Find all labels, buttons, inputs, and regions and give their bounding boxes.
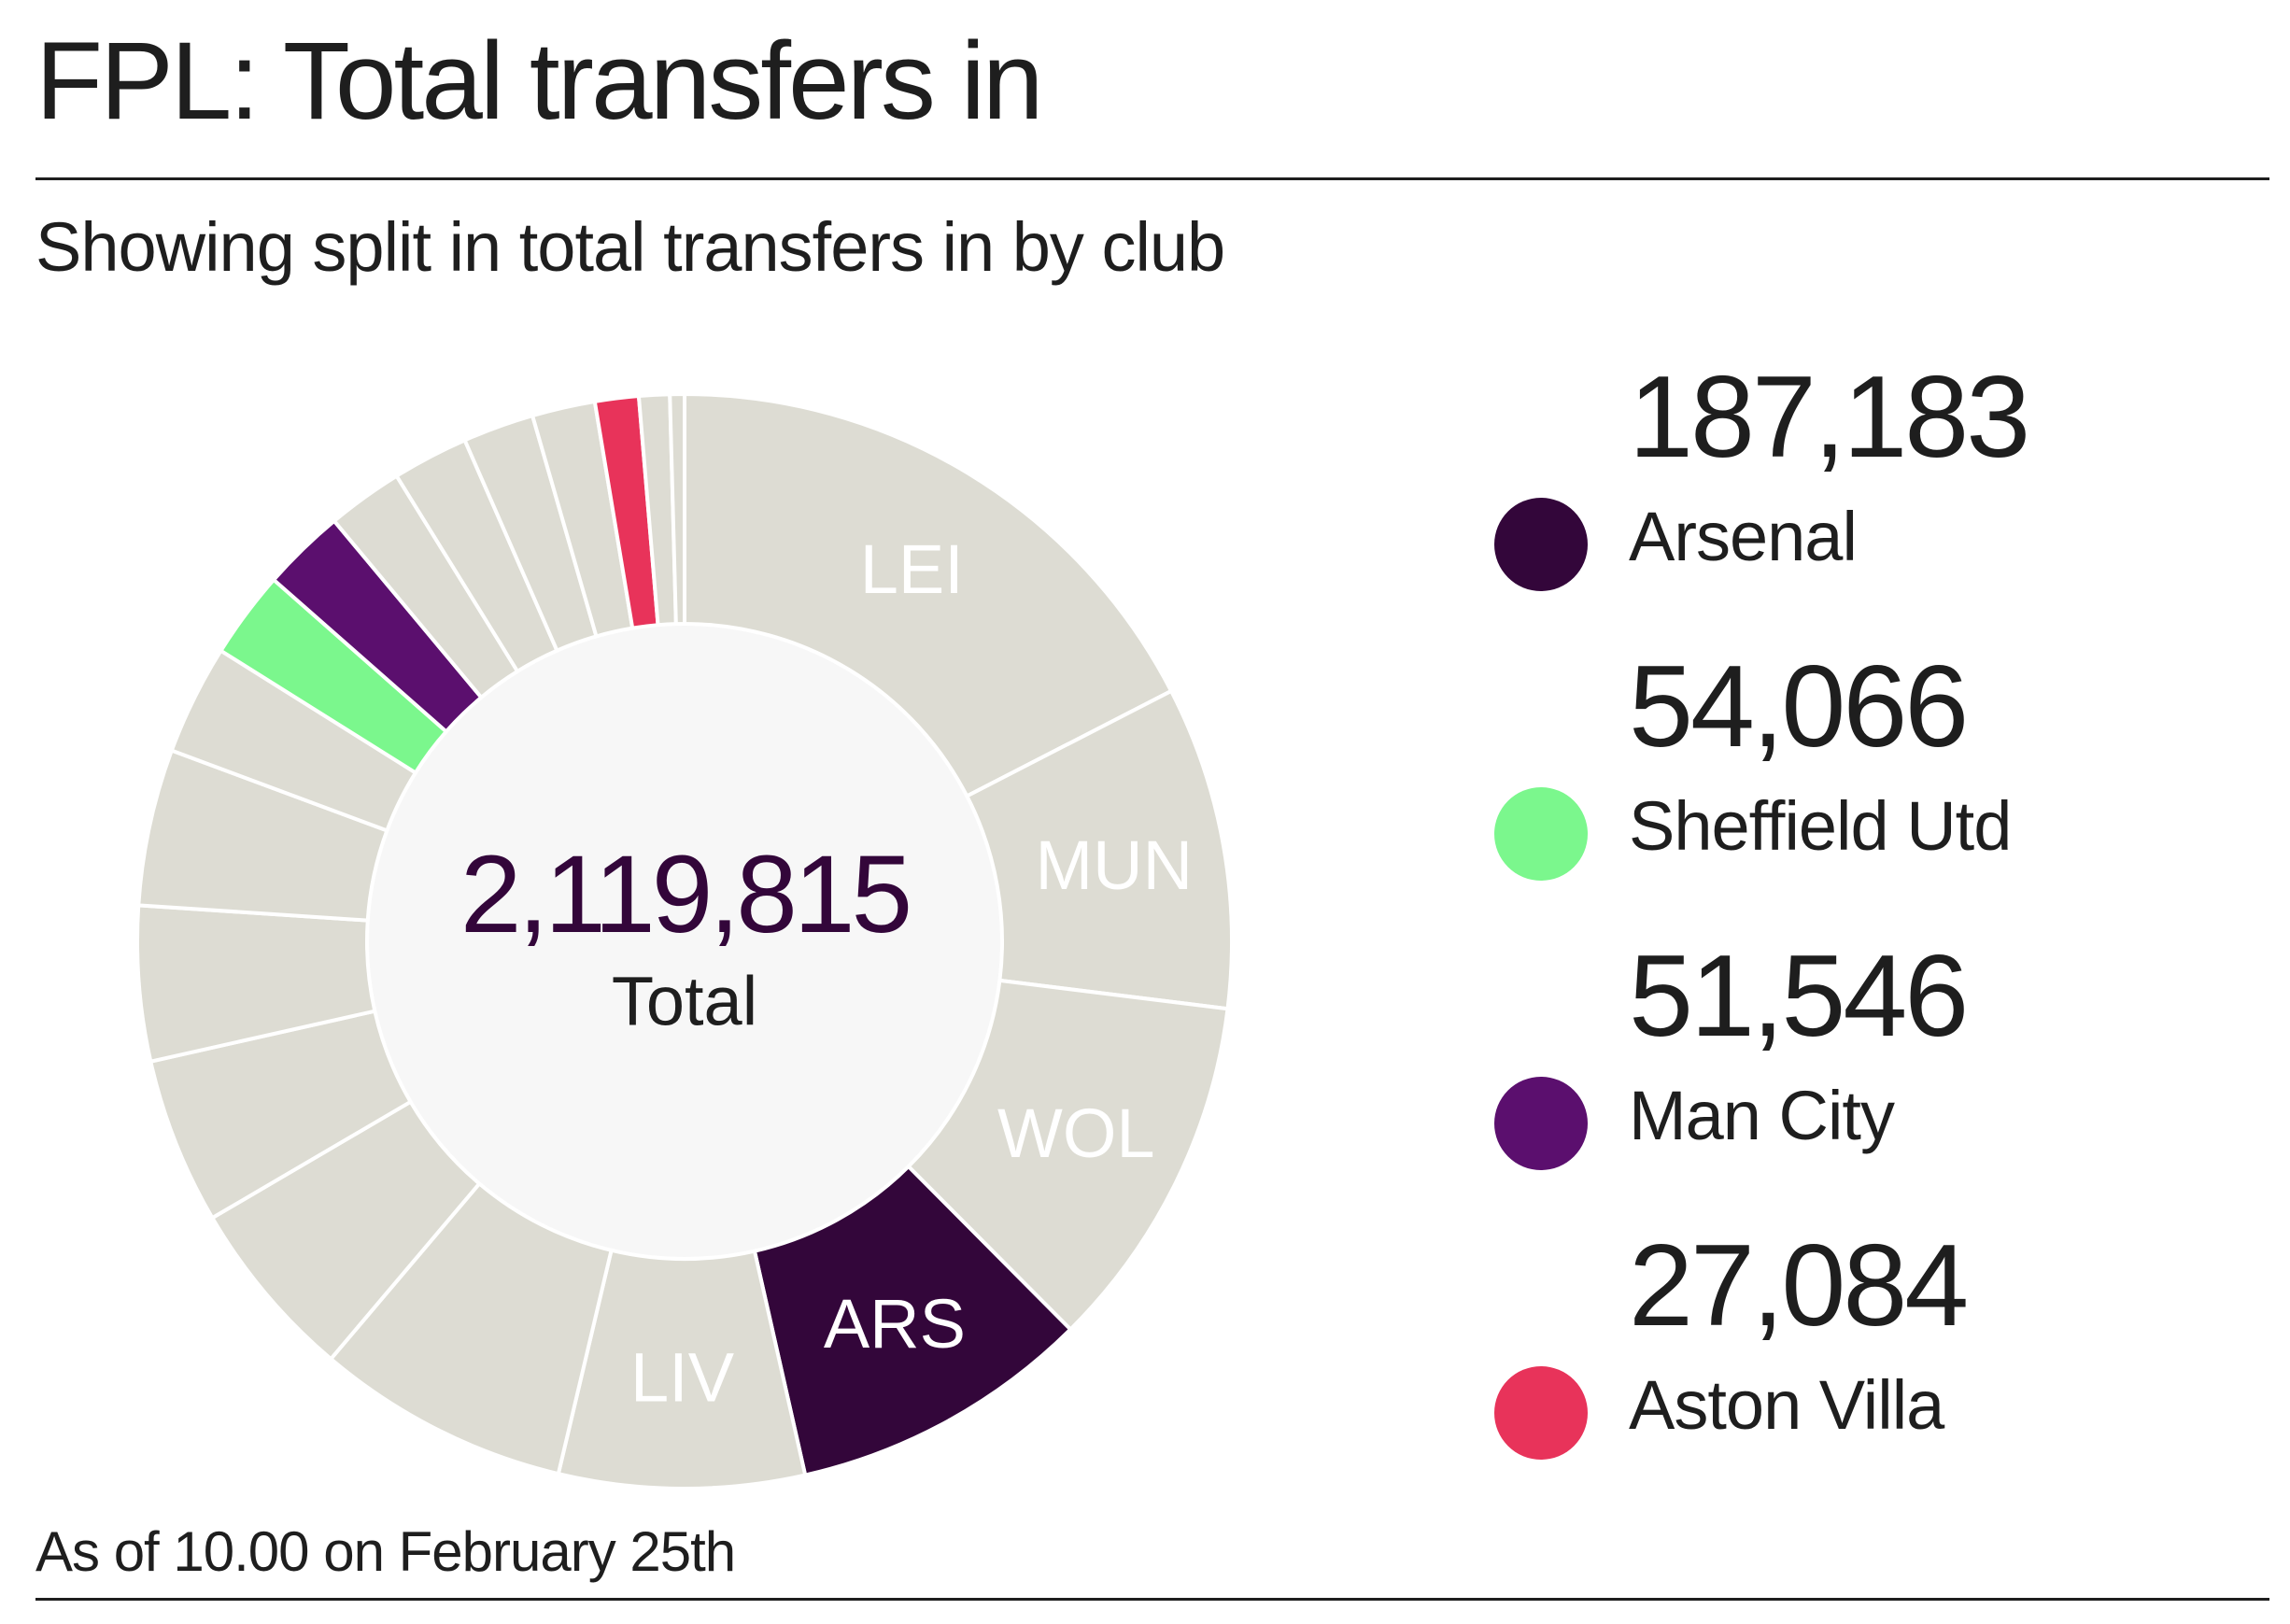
legend-swatch: [1494, 498, 1588, 591]
footnote: As of 10.00 on February 25th: [35, 1520, 736, 1583]
legend-item-aston-villa: 27,084 Aston Villa: [1494, 1228, 2260, 1508]
donut-segment-wol: [905, 978, 1230, 1333]
segment-label-mun: MUN: [1036, 826, 1194, 904]
legend-value: 54,066: [1629, 643, 1969, 771]
top-divider: [35, 177, 2269, 180]
legend-item-man-city: 51,546 Man City: [1494, 939, 2260, 1219]
donut-segment-lei: [683, 391, 1174, 799]
donut-center: [369, 626, 1000, 1257]
legend-swatch: [1494, 1077, 1588, 1170]
chart-subtitle: Showing split in total transfers in by c…: [35, 208, 1225, 286]
legend-value: 51,546: [1629, 932, 1969, 1061]
legend-value: 27,084: [1629, 1222, 1969, 1350]
legend-name: Aston Villa: [1629, 1366, 1944, 1444]
legend-name: Sheffield Utd: [1629, 787, 2012, 865]
legend-value: 187,183: [1629, 353, 2030, 482]
legend-name: Arsenal: [1629, 498, 1858, 575]
chart-title: FPL: Total transfers in: [35, 20, 1044, 143]
donut-segment: [668, 391, 686, 627]
legend-swatch: [1494, 787, 1588, 881]
total-label: Total: [612, 963, 757, 1040]
legend-name: Man City: [1629, 1077, 1895, 1154]
segment-label-lei: LEI: [860, 530, 964, 608]
bottom-divider: [35, 1598, 2269, 1601]
legend-item-arsenal: 187,183 Arsenal: [1494, 360, 2260, 640]
segment-label-wol: WOL: [997, 1094, 1155, 1172]
segment-label-ars: ARS: [824, 1285, 966, 1363]
total-value: 2,119,815: [460, 833, 909, 956]
segment-label-liv: LIV: [630, 1338, 735, 1416]
legend-swatch: [1494, 1366, 1588, 1460]
legend-item-sheffield-utd: 54,066 Sheffield Utd: [1494, 649, 2260, 929]
